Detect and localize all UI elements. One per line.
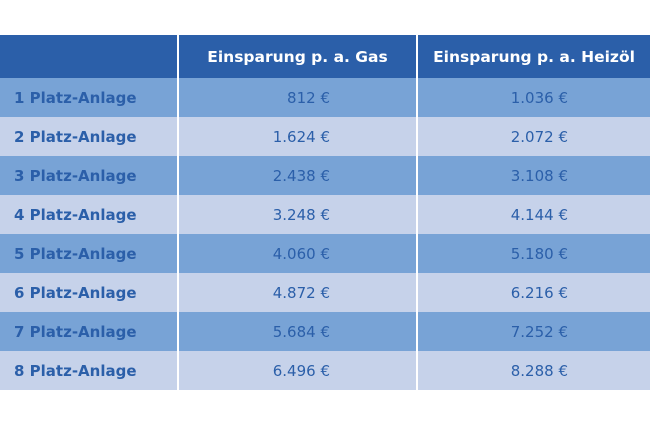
- gas-saving: 2.438 €: [177, 156, 417, 195]
- table-row: 3 Platz-Anlage 2.438 €3.108 €: [0, 156, 650, 195]
- table-row: 8 Platz-Anlage 6.496 €8.288 €: [0, 351, 650, 390]
- table-header: Einsparung p. a. Gas Einsparung p. a. He…: [0, 35, 650, 78]
- table-body: 1 Platz-Anlage 812 €1.036 €2 Platz-Anlage…: [0, 78, 650, 390]
- oil-saving: 4.144 €: [416, 195, 650, 234]
- gas-saving: 3.248 €: [177, 195, 417, 234]
- gas-saving: 812 €: [177, 78, 417, 117]
- gas-saving: 4.872 €: [177, 273, 417, 312]
- oil-saving: 5.180 €: [416, 234, 650, 273]
- row-label: 2 Platz-Anlage: [0, 117, 178, 156]
- table-row: 1 Platz-Anlage 812 €1.036 €: [0, 78, 650, 117]
- oil-saving: 2.072 €: [416, 117, 650, 156]
- row-label: 3 Platz-Anlage: [0, 156, 178, 195]
- row-label: 4 Platz-Anlage: [0, 195, 178, 234]
- oil-saving: 1.036 €: [416, 78, 650, 117]
- row-label: 8 Platz-Anlage: [0, 351, 178, 390]
- row-label: 1 Platz-Anlage: [0, 78, 178, 117]
- oil-saving: 6.216 €: [416, 273, 650, 312]
- header-cell: Einsparung p. a. Gas: [177, 35, 417, 78]
- oil-saving: 3.108 €: [416, 156, 650, 195]
- gas-saving: 4.060 €: [177, 234, 417, 273]
- header-corner: [0, 35, 178, 78]
- row-label: 6 Platz-Anlage: [0, 273, 178, 312]
- table-row: 2 Platz-Anlage 1.624 €2.072 €: [0, 117, 650, 156]
- oil-saving: 8.288 €: [416, 351, 650, 390]
- table-row: 7 Platz-Anlage 5.684 €7.252 €: [0, 312, 650, 351]
- gas-saving: 5.684 €: [177, 312, 417, 351]
- row-label: 7 Platz-Anlage: [0, 312, 178, 351]
- gas-saving: 6.496 €: [177, 351, 417, 390]
- table-row: 5 Platz-Anlage 4.060 €5.180 €: [0, 234, 650, 273]
- gas-saving: 1.624 €: [177, 117, 417, 156]
- header-row: Einsparung p. a. Gas Einsparung p. a. He…: [0, 35, 650, 78]
- row-label: 5 Platz-Anlage: [0, 234, 178, 273]
- header-cell: Einsparung p. a. Heizöl: [416, 35, 650, 78]
- oil-saving: 7.252 €: [416, 312, 650, 351]
- savings-table: Einsparung p. a. Gas Einsparung p. a. He…: [0, 35, 650, 390]
- table-row: 6 Platz-Anlage 4.872 €6.216 €: [0, 273, 650, 312]
- table-row: 4 Platz-Anlage 3.248 €4.144 €: [0, 195, 650, 234]
